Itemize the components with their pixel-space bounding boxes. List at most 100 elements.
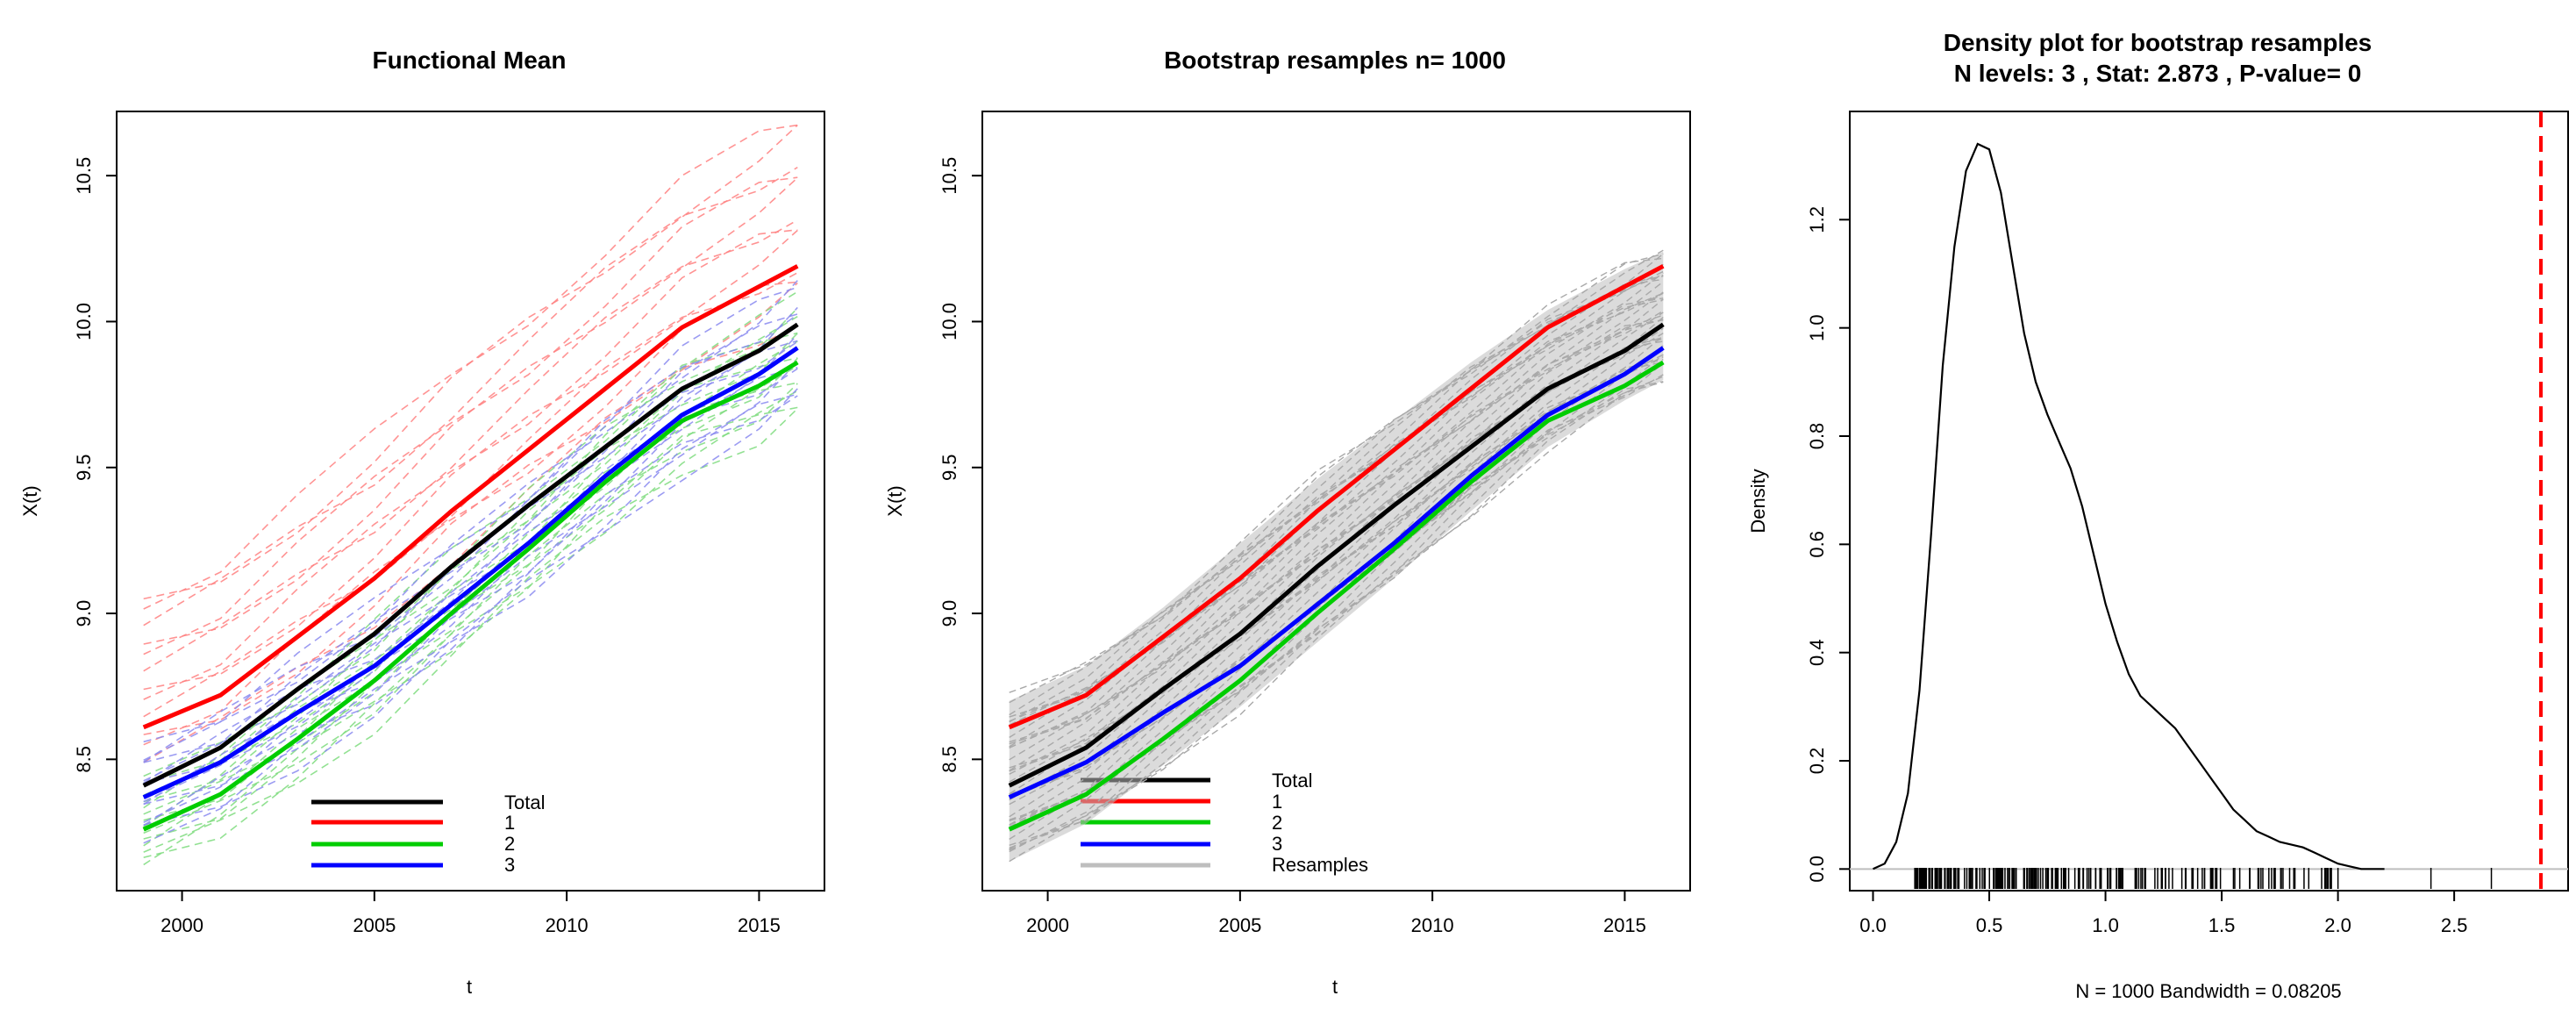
individual-curve — [143, 229, 798, 700]
panel1-legend: Total 1 2 3 — [311, 792, 545, 876]
panel1-x-tick-label: 2010 — [546, 914, 589, 936]
panel3-y-tick-label: 0.2 — [1806, 748, 1828, 775]
individual-curve — [143, 281, 798, 746]
panel3-x-tick-label: 0.0 — [1859, 914, 1887, 936]
panel3-y-tick-label: 0.0 — [1806, 856, 1828, 883]
resample-curve — [1009, 355, 1664, 822]
mean-line-2 — [1008, 360, 1665, 832]
resample-curve — [1009, 314, 1664, 783]
individual-curve — [143, 357, 798, 815]
legend-label-2: 2 — [1272, 812, 1282, 834]
panel2-x-tick-label: 2015 — [1603, 914, 1646, 936]
panel3-y-axis-label: Density — [1747, 469, 1769, 533]
mean-line-1 — [142, 264, 799, 730]
panel1-x-tick-label: 2000 — [161, 914, 203, 936]
individual-curve — [143, 368, 798, 806]
individual-curve — [143, 333, 798, 796]
resample-curve — [1009, 281, 1664, 749]
resample-curve — [1009, 374, 1664, 849]
panel2-y-tick-label: 10.0 — [938, 303, 960, 340]
individual-curve — [143, 282, 798, 735]
individual-curve — [143, 408, 798, 853]
panel1-y-tick-label: 10.0 — [73, 303, 95, 340]
panel3-x-tick-label: 2.0 — [2324, 914, 2351, 936]
individual-curve — [143, 229, 798, 691]
individual-curve — [143, 307, 798, 777]
resample-curve — [1009, 334, 1664, 826]
individual-curve — [143, 177, 798, 645]
rug-marks — [1914, 868, 2493, 889]
panel3-y-tick-label: 1.2 — [1806, 206, 1828, 233]
mean-line-1 — [1008, 264, 1665, 730]
panel1-x-tick-label: 2005 — [353, 914, 396, 936]
panel2-y-tick-label: 9.0 — [938, 600, 960, 627]
individual-curve — [143, 290, 798, 784]
panel2-x-tick-label: 2005 — [1218, 914, 1261, 936]
resample-curve — [1009, 292, 1664, 761]
individual-curve — [143, 383, 798, 835]
legend-label-2: 2 — [504, 833, 515, 855]
panel2-legend: Total 1 2 3 Resamples — [1081, 770, 1368, 876]
legend-label-total: Total — [1272, 770, 1312, 792]
individual-curve — [143, 124, 798, 610]
panel1-title: Functional Mean — [373, 47, 567, 74]
individual-curve — [143, 393, 798, 844]
panel3-x-axis-label: N = 1000 Bandwidth = 0.08205 — [2075, 980, 2341, 1002]
individual-curve — [143, 367, 798, 823]
individual-curve — [143, 313, 798, 782]
resample-curve — [1009, 292, 1664, 745]
panel-bootstrap-resamples: Bootstrap resamples n= 1000 t X(t) 2000 … — [884, 47, 1691, 998]
resample-curve — [1009, 362, 1664, 853]
resample-band — [1009, 251, 1664, 862]
legend-label-resamples: Resamples — [1272, 854, 1368, 876]
panel2-x-axis-label: t — [1332, 976, 1338, 998]
mean-line-3 — [142, 346, 799, 799]
individual-curve — [143, 388, 798, 826]
panel3-x-tick-label: 0.5 — [1976, 914, 2003, 936]
panel1-y-tick-label: 10.5 — [73, 157, 95, 195]
individual-curve — [143, 365, 798, 840]
panel3-y-tick-label: 1.0 — [1806, 314, 1828, 341]
panel1-plot-box — [116, 111, 825, 892]
individual-curve — [143, 395, 798, 827]
panel1-x-tick-label: 2015 — [738, 914, 781, 936]
resample-curve — [1009, 253, 1664, 723]
legend-label-1: 1 — [1272, 791, 1282, 813]
panel-functional-mean: Functional Mean t X(t) 2000 2005 2010 20… — [19, 47, 825, 998]
individual-curve — [143, 325, 798, 763]
panel2-y-axis-label: X(t) — [884, 485, 906, 516]
resample-curve — [1009, 310, 1664, 772]
panel3-y-tick-label: 0.4 — [1806, 639, 1828, 666]
panel2-y-tick-label: 10.5 — [938, 157, 960, 195]
resample-curve — [1009, 336, 1664, 806]
resample-curve — [1009, 253, 1664, 704]
panel3-x-tick-label: 1.5 — [2209, 914, 2236, 936]
mean-line-total — [142, 322, 799, 788]
individual-curve — [143, 340, 798, 821]
panel2-x-tick-label: 2000 — [1026, 914, 1069, 936]
panel-density: Density plot for bootstrap resamples N l… — [1747, 29, 2569, 1002]
panel3-subtitle: N levels: 3 , Stat: 2.873 , P-value= 0 — [1954, 60, 2362, 87]
resample-curve — [1009, 257, 1664, 693]
individual-curve — [143, 313, 798, 763]
individual-curve — [143, 382, 798, 847]
panel2-x-tick-label: 2010 — [1411, 914, 1454, 936]
mean-line-total — [1008, 322, 1665, 788]
panel3-title: Density plot for bootstrap resamples — [1944, 29, 2373, 56]
panel2-y-tick-label: 8.5 — [938, 746, 960, 773]
panel1-x-axis-label: t — [467, 976, 472, 998]
individual-curve — [143, 219, 798, 672]
panel1-y-axis-label: X(t) — [19, 485, 41, 516]
panel1-y-tick-label: 9.0 — [73, 600, 95, 627]
panel3-plot-box — [1849, 111, 2569, 892]
panel1-y-tick-label: 8.5 — [73, 746, 95, 773]
individual-curve — [143, 286, 798, 762]
panel3-x-tick-label: 2.5 — [2441, 914, 2468, 936]
legend-label-3: 3 — [504, 854, 515, 876]
mean-line-3 — [1008, 346, 1665, 799]
resample-curve — [1009, 291, 1664, 771]
individual-curve — [143, 176, 798, 655]
panel3-x-tick-label: 1.0 — [2092, 914, 2119, 936]
